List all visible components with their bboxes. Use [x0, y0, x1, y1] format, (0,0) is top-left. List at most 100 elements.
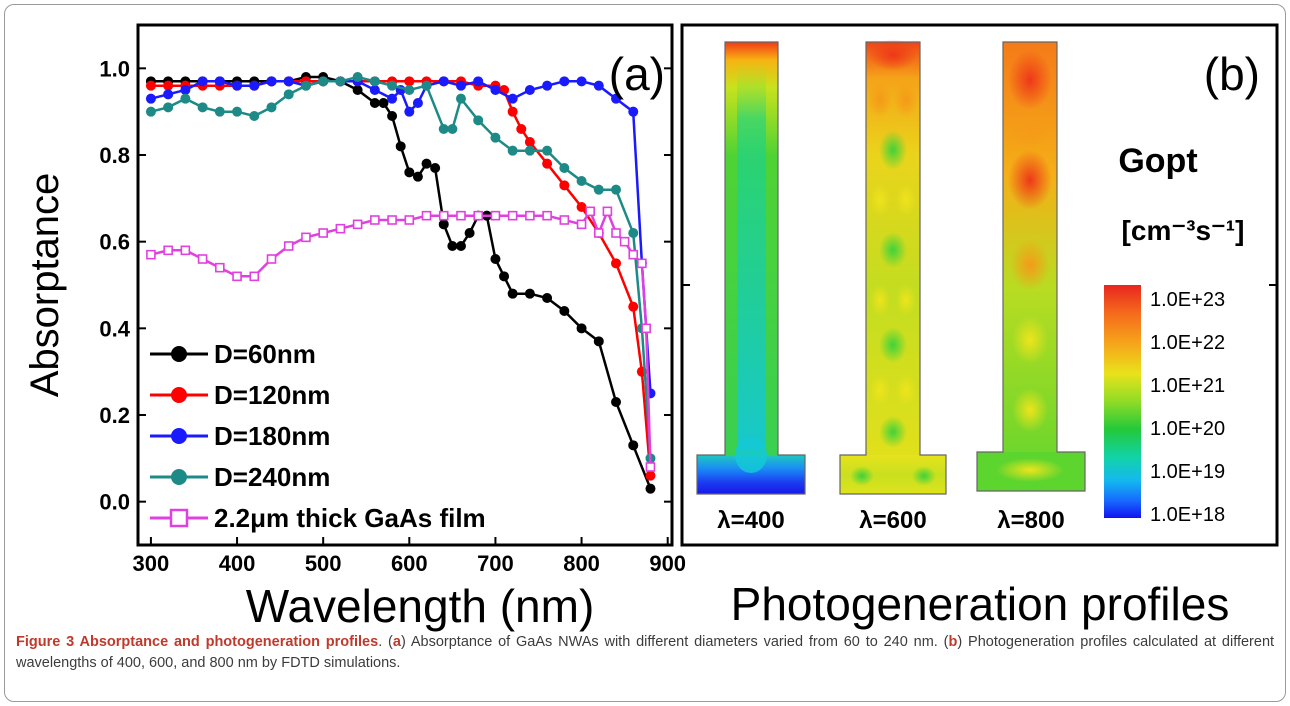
data-point [421, 210, 432, 221]
panel-b-tag: (b) [1204, 48, 1260, 100]
data-point [249, 111, 260, 121]
data-point [542, 293, 553, 303]
data-point [421, 80, 432, 91]
panel-b-xlabel: Photogeneration profiles [731, 578, 1230, 630]
colorbar-ticks: 1.0E+23 1.0E+22 1.0E+21 1.0E+20 1.0E+19 1.0E+… [1150, 289, 1225, 526]
data-point [576, 219, 587, 230]
data-point [593, 184, 604, 195]
data-point [628, 440, 639, 451]
data-point [585, 206, 595, 217]
data-point [524, 145, 535, 156]
data-point [378, 98, 389, 108]
data-point [611, 397, 622, 407]
data-point [404, 167, 415, 178]
data-point [576, 176, 587, 186]
data-point [232, 80, 243, 91]
data-point [438, 219, 449, 230]
x-tick-label: 300 [133, 551, 170, 576]
y-tick-label: 0.4 [99, 316, 130, 341]
y-axis-label: Absorptance [23, 173, 67, 398]
colorbar-title: Gopt [1118, 142, 1197, 180]
data-point [197, 76, 208, 87]
data-point [266, 254, 277, 264]
data-point [559, 180, 570, 191]
data-point [412, 171, 423, 182]
legend-marker [171, 387, 187, 403]
data-point [611, 93, 622, 104]
data-point [283, 241, 294, 251]
data-point [421, 158, 432, 169]
data-point [249, 271, 260, 282]
legend-marker [171, 428, 187, 444]
data-point [412, 98, 423, 108]
data-point [266, 76, 277, 87]
colorbar-tick-label: 1.0E+20 [1150, 418, 1225, 440]
data-point [455, 241, 466, 251]
data-point [369, 76, 380, 87]
data-point [559, 163, 570, 173]
data-point [602, 206, 613, 217]
data-point [593, 228, 604, 238]
legend-item: D=120nm [150, 380, 330, 410]
data-point [301, 232, 311, 243]
data-point [455, 80, 466, 91]
x-tick-label: 900 [649, 551, 686, 576]
data-point [197, 102, 208, 113]
data-point [619, 236, 630, 247]
data-point [335, 76, 346, 87]
data-point [438, 124, 449, 134]
profile-label-400: λ=400 [717, 507, 784, 534]
data-point [559, 215, 570, 225]
caption-b-label: b [948, 634, 958, 650]
colorbar-tick-label: 1.0E+22 [1150, 332, 1225, 354]
data-point [490, 210, 501, 221]
x-tick-label: 700 [477, 551, 514, 576]
data-point [559, 306, 570, 316]
profile-800 [976, 41, 1086, 492]
x-tick-label: 600 [391, 551, 428, 576]
data-point [524, 137, 535, 147]
data-point [641, 323, 651, 334]
legend-item: D=180nm [150, 421, 330, 451]
legend-marker [171, 346, 187, 362]
legend-marker [169, 508, 189, 528]
data-point [387, 80, 398, 91]
data-point [404, 76, 415, 87]
data-point [576, 202, 587, 212]
x-tick-label: 400 [219, 551, 256, 576]
data-point [576, 76, 587, 87]
data-point [447, 241, 458, 251]
data-point [628, 228, 639, 238]
data-point [645, 470, 656, 481]
data-point [628, 301, 639, 312]
data-point [404, 85, 415, 95]
data-point [300, 80, 311, 91]
colorbar-unit: [cm⁻³s⁻¹] [1122, 215, 1245, 246]
data-point [611, 258, 622, 269]
data-point [473, 210, 484, 221]
data-point [455, 93, 466, 104]
x-tick-label: 500 [305, 551, 342, 576]
data-point [430, 163, 441, 173]
data-point [387, 111, 398, 121]
data-point [352, 219, 363, 230]
data-point [611, 184, 622, 195]
data-point [628, 249, 639, 260]
data-point [524, 288, 535, 299]
colorbar [1104, 285, 1141, 518]
data-point [232, 271, 242, 282]
data-point [447, 124, 458, 134]
data-point [645, 462, 656, 472]
data-point [318, 76, 329, 87]
data-point [593, 336, 604, 347]
data-point [404, 106, 415, 117]
data-point [542, 80, 553, 91]
data-point [507, 288, 518, 299]
data-point [507, 106, 518, 117]
data-point [645, 483, 656, 494]
legend-marker [171, 469, 187, 485]
data-point [318, 228, 328, 238]
y-tick-label: 0.8 [99, 143, 130, 168]
legend-label: 2.2μm thick GaAs film [214, 503, 486, 533]
